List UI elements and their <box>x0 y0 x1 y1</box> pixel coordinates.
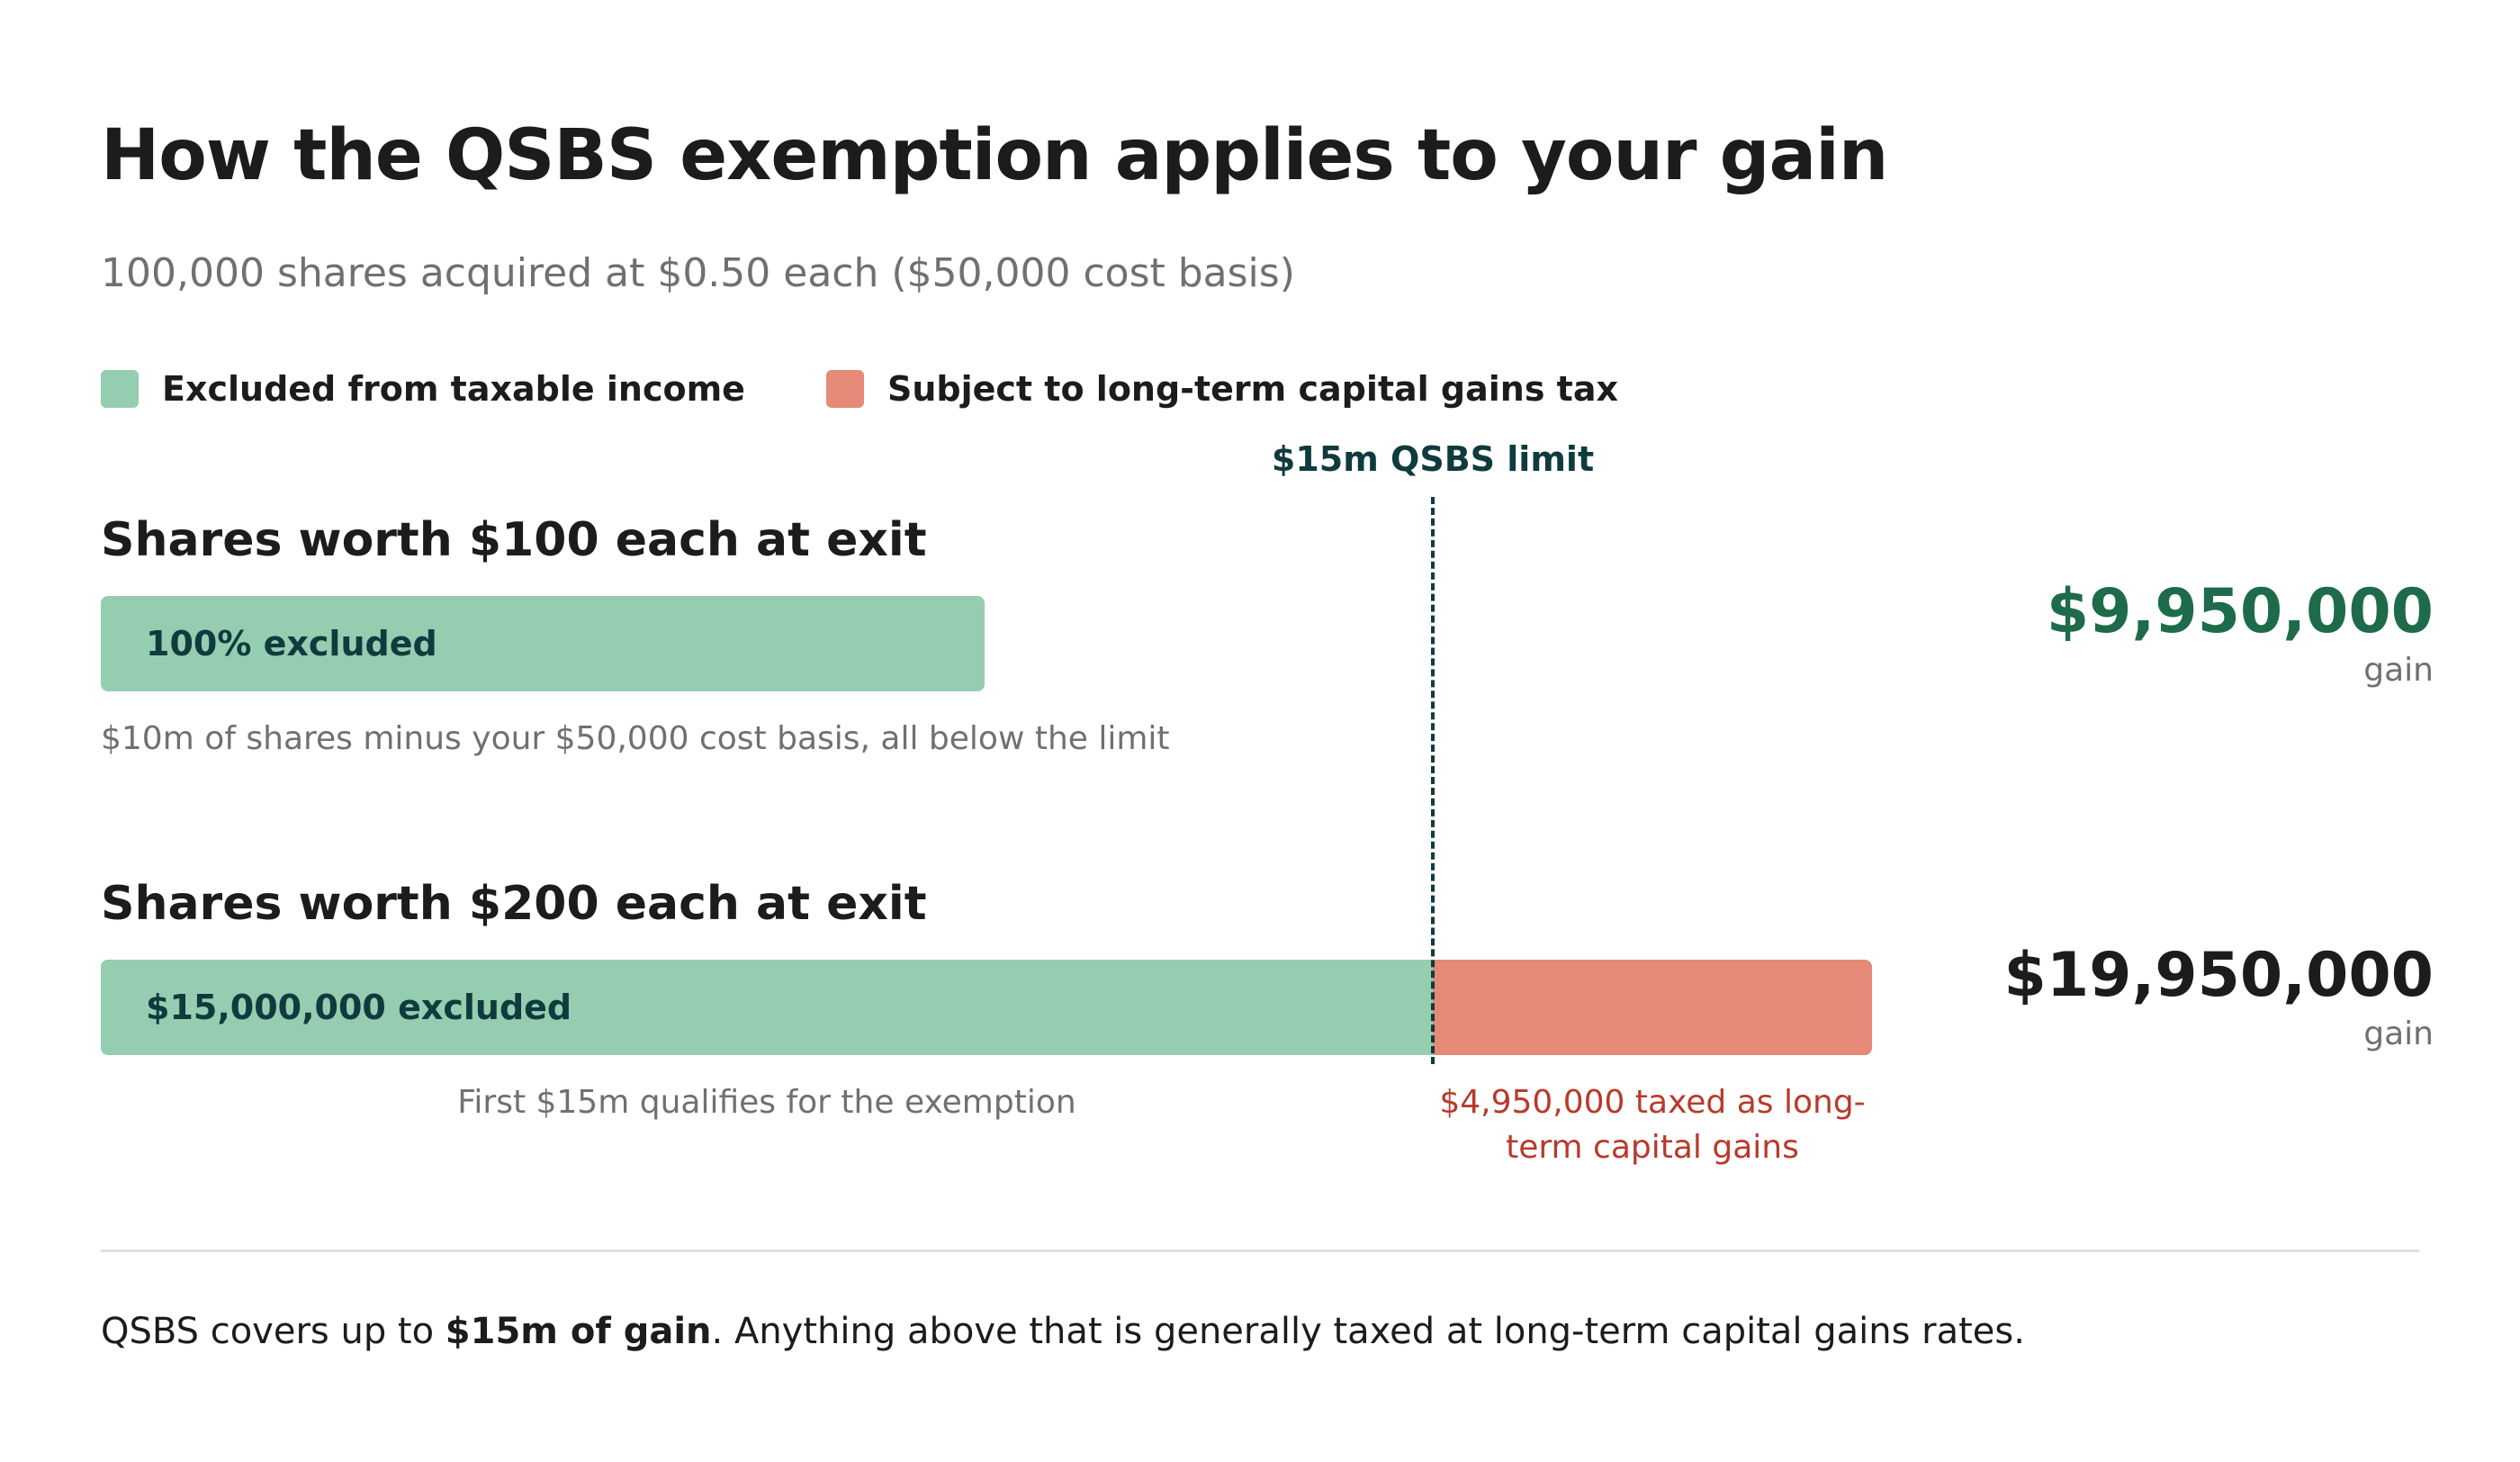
divider <box>101 1250 2419 1252</box>
page-title: How the QSBS exemption applies to your g… <box>101 115 1888 196</box>
gain-value-row-100: $9,950,000 <box>2046 576 2434 647</box>
note-row-100: $10m of shares minus your $50,000 cost b… <box>101 720 1170 757</box>
legend: Excluded from taxable income Subject to … <box>101 369 1699 409</box>
legend-item-taxed: Subject to long-term capital gains tax <box>825 369 1618 409</box>
limit-label: $15m QSBS limit <box>1271 439 1595 479</box>
gain-label-row-100: gain <box>2363 652 2434 689</box>
legend-swatch-excluded <box>101 370 139 408</box>
limit-line <box>1431 497 1435 1064</box>
footer-note: QSBS covers up to $15m of gain. Anything… <box>101 1311 2025 1352</box>
note-taxed-row-200: $4,950,000 taxed as long-term capital ga… <box>1439 1084 1866 1166</box>
note-excluded-row-200: First $15m qualifies for the exemption <box>457 1084 1076 1121</box>
bar-label-excluded-row-100: 100% excluded <box>146 624 437 663</box>
bar-taxed-row-200 <box>1433 960 1872 1055</box>
bar-label-excluded-row-200: $15,000,000 excluded <box>146 988 572 1027</box>
footer-text-pre: QSBS covers up to <box>101 1311 446 1352</box>
legend-item-excluded: Excluded from taxable income <box>101 369 745 409</box>
legend-swatch-taxed <box>825 370 864 408</box>
row-title-200: Shares worth $200 each at exit <box>101 877 927 931</box>
page-subtitle: 100,000 shares acquired at $0.50 each ($… <box>101 250 1295 296</box>
row-title-100: Shares worth $100 each at exit <box>101 513 927 567</box>
footer-text-bold: $15m of gain <box>445 1311 712 1352</box>
footer-text-post: . Anything above that is generally taxed… <box>711 1311 2025 1352</box>
gain-label-row-200: gain <box>2363 1015 2434 1052</box>
bar-excluded-row-100: 100% excluded <box>101 596 985 691</box>
legend-label-excluded: Excluded from taxable income <box>162 369 745 409</box>
gain-value-row-200: $19,950,000 <box>2003 940 2434 1011</box>
legend-label-taxed: Subject to long-term capital gains tax <box>886 369 1618 409</box>
bar-excluded-row-200: $15,000,000 excluded <box>101 960 1433 1055</box>
